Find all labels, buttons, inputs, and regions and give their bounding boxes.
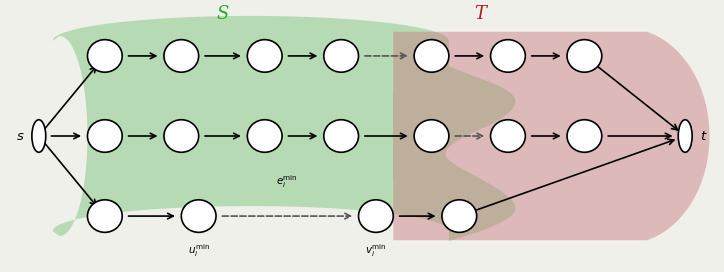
Ellipse shape (414, 120, 449, 152)
Text: S: S (216, 5, 230, 23)
Ellipse shape (358, 200, 393, 232)
Ellipse shape (567, 120, 602, 152)
Ellipse shape (32, 120, 46, 152)
Text: T: T (474, 5, 486, 23)
Ellipse shape (491, 120, 526, 152)
Ellipse shape (164, 120, 198, 152)
Ellipse shape (248, 120, 282, 152)
Ellipse shape (442, 200, 476, 232)
Ellipse shape (324, 120, 358, 152)
Text: t: t (701, 129, 706, 143)
Ellipse shape (491, 40, 526, 72)
Ellipse shape (88, 200, 122, 232)
Polygon shape (393, 32, 710, 240)
Ellipse shape (181, 200, 216, 232)
Text: s: s (17, 129, 23, 143)
Ellipse shape (164, 40, 198, 72)
Text: $v_i^{\mathrm{min}}$: $v_i^{\mathrm{min}}$ (365, 242, 387, 259)
Ellipse shape (567, 40, 602, 72)
Ellipse shape (324, 40, 358, 72)
Ellipse shape (88, 120, 122, 152)
Text: $e_i^{\mathrm{min}}$: $e_i^{\mathrm{min}}$ (277, 173, 298, 190)
Ellipse shape (678, 120, 692, 152)
Ellipse shape (88, 40, 122, 72)
Text: $u_i^{\mathrm{min}}$: $u_i^{\mathrm{min}}$ (188, 242, 210, 259)
Ellipse shape (248, 40, 282, 72)
Ellipse shape (414, 40, 449, 72)
Polygon shape (53, 16, 515, 241)
